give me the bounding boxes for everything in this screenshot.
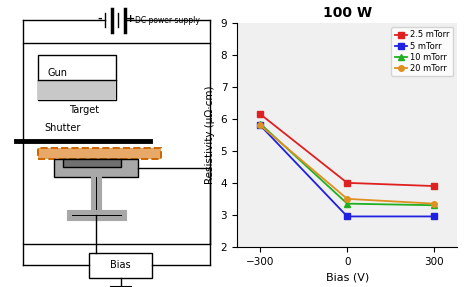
- Bar: [38, 148, 161, 159]
- 10 mTorr: [431, 203, 437, 207]
- Bar: [54, 159, 138, 177]
- Text: Shutter: Shutter: [45, 123, 81, 133]
- 5 mTorr: [257, 124, 263, 127]
- 10 mTorr: [257, 122, 263, 125]
- Bar: [38, 80, 116, 100]
- 5 mTorr: [431, 215, 437, 218]
- Text: +: +: [126, 14, 135, 24]
- Line: 20 mTorr: 20 mTorr: [257, 123, 437, 206]
- 20 mTorr: [257, 124, 263, 127]
- 20 mTorr: [344, 197, 350, 201]
- Text: Target: Target: [69, 106, 99, 115]
- 2.5 mTorr: [344, 181, 350, 185]
- Line: 5 mTorr: 5 mTorr: [257, 123, 437, 219]
- 2.5 mTorr: [431, 184, 437, 188]
- Legend: 2.5 mTorr, 5 mTorr, 10 mTorr, 20 mTorr: 2.5 mTorr, 5 mTorr, 10 mTorr, 20 mTorr: [391, 27, 453, 76]
- Bar: [63, 159, 120, 167]
- X-axis label: Bias (V): Bias (V): [326, 272, 369, 282]
- 10 mTorr: [344, 202, 350, 205]
- 5 mTorr: [344, 215, 350, 218]
- Title: 100 W: 100 W: [323, 6, 372, 20]
- Bar: [90, 253, 152, 278]
- Text: Bias: Bias: [110, 261, 131, 270]
- Text: -: -: [97, 14, 102, 24]
- Y-axis label: Resistivity (μΩ·cm): Resistivity (μΩ·cm): [205, 86, 215, 184]
- Text: Gun: Gun: [47, 68, 67, 78]
- 2.5 mTorr: [257, 113, 263, 116]
- Bar: [38, 55, 116, 100]
- Line: 2.5 mTorr: 2.5 mTorr: [257, 111, 437, 189]
- Text: DC power supply: DC power supply: [135, 15, 200, 25]
- Line: 10 mTorr: 10 mTorr: [257, 121, 437, 208]
- 20 mTorr: [431, 202, 437, 205]
